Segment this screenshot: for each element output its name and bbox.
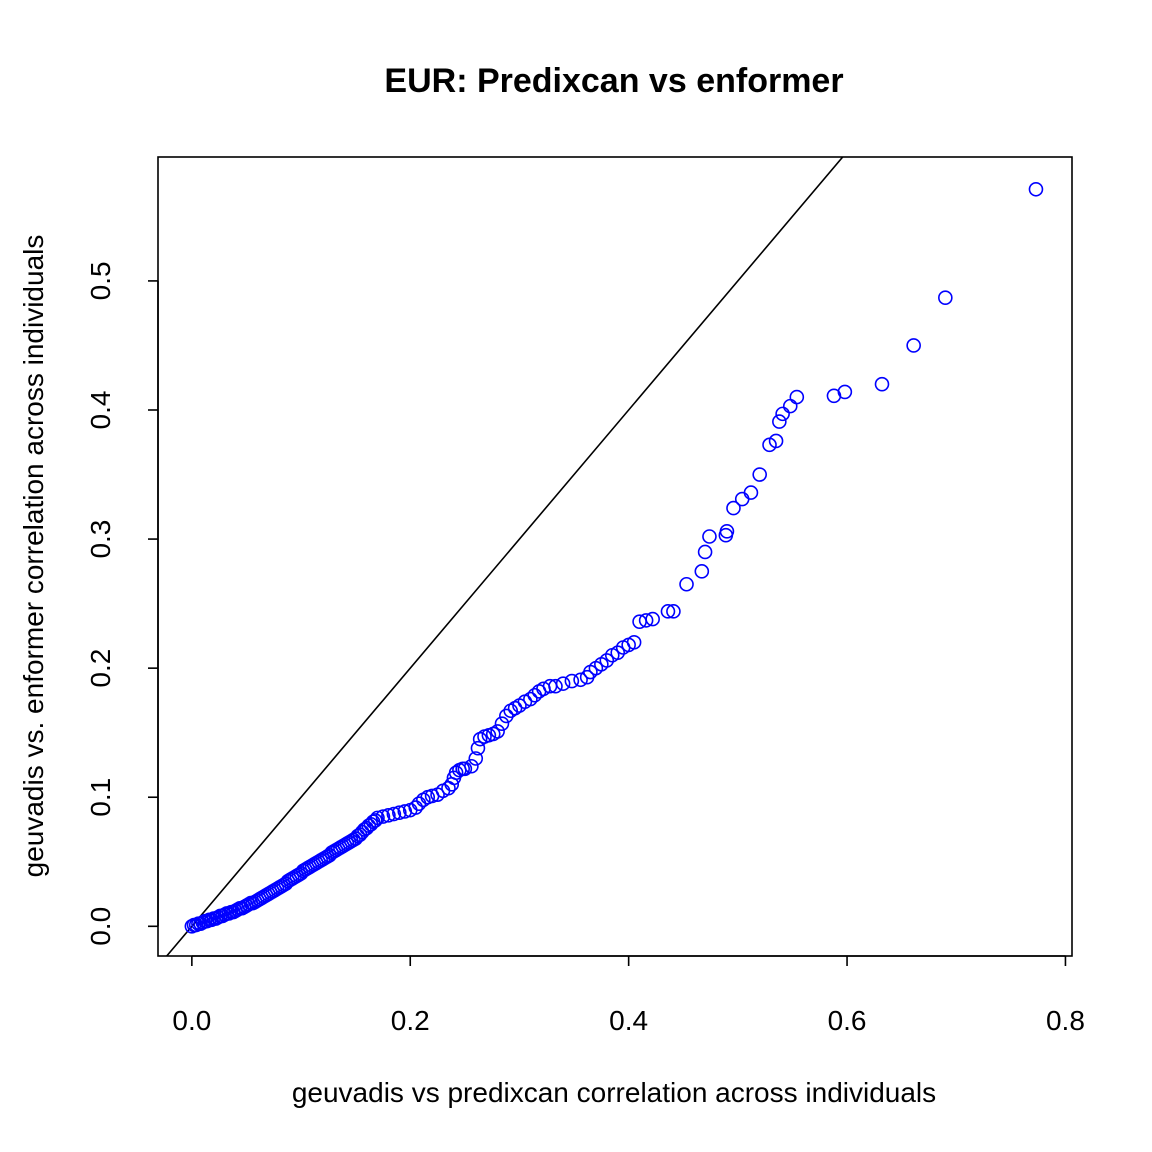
data-point	[874, 376, 890, 392]
data-point	[697, 544, 713, 560]
data-point	[660, 604, 676, 619]
data-point	[499, 708, 514, 724]
y-tick-label: 0.1	[85, 778, 116, 817]
data-point	[610, 645, 626, 660]
data-point	[408, 800, 424, 815]
data-point	[938, 290, 953, 305]
data-point	[457, 761, 473, 777]
data-point	[743, 485, 759, 500]
data-point	[1028, 181, 1044, 197]
data-point	[564, 673, 580, 689]
data-point	[772, 414, 787, 429]
y-tick-label: 0.4	[85, 391, 116, 430]
data-point	[494, 716, 510, 731]
data-point	[548, 678, 563, 694]
data-point	[370, 810, 385, 826]
x-tick-label: 0.2	[391, 1005, 430, 1036]
data-point	[719, 524, 735, 539]
data-points	[184, 181, 1044, 934]
x-tick-label: 0.4	[609, 1005, 648, 1036]
data-point	[555, 676, 571, 691]
data-point	[775, 406, 790, 422]
data-point	[679, 576, 694, 592]
data-point	[752, 467, 767, 482]
y-tick-label: 0.0	[85, 907, 116, 946]
data-point	[573, 672, 588, 688]
y-tick-label: 0.5	[85, 261, 116, 300]
data-point	[694, 564, 710, 579]
data-point	[599, 653, 615, 668]
data-point	[638, 613, 654, 628]
x-tick-label: 0.0	[172, 1005, 211, 1036]
data-point	[375, 809, 391, 824]
data-point	[726, 500, 741, 516]
data-point	[906, 338, 921, 353]
data-point	[368, 813, 383, 828]
data-point	[626, 635, 642, 650]
data-point	[666, 604, 681, 619]
data-point	[464, 758, 479, 774]
data-point	[381, 808, 396, 823]
y-axis-label: geuvadis vs. enformer correlation across…	[18, 235, 49, 878]
y-tick-label: 0.2	[85, 649, 116, 688]
data-point	[768, 433, 784, 449]
chart-title: EUR: Predixcan vs enformer	[384, 62, 843, 100]
data-point	[468, 751, 484, 766]
data-point	[392, 805, 407, 821]
data-point	[702, 529, 717, 544]
data-point	[470, 740, 486, 756]
data-point	[490, 724, 505, 739]
y-tick-label: 0.3	[85, 520, 116, 559]
data-point	[837, 384, 853, 400]
x-tick-label: 0.6	[828, 1005, 867, 1036]
identity-line	[165, 157, 844, 956]
x-axis-label: geuvadis vs predixcan correlation across…	[292, 1077, 936, 1108]
plot-frame	[157, 156, 1073, 957]
data-point	[386, 806, 402, 822]
data-point	[645, 611, 660, 627]
x-tick-label: 0.8	[1046, 1005, 1085, 1036]
data-point	[523, 691, 538, 707]
data-point	[789, 389, 805, 405]
